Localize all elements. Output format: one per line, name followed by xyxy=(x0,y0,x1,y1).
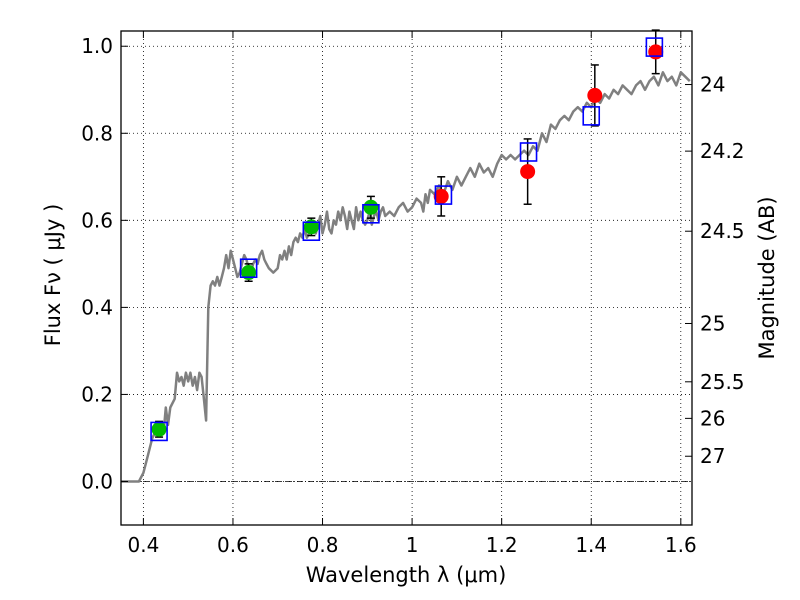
x-tick-label: 0.8 xyxy=(307,533,339,557)
y-axis-label: Flux Fν ( μJy ) xyxy=(41,204,65,347)
circle-marker xyxy=(151,421,167,437)
circle-marker xyxy=(587,87,603,103)
circle-marker xyxy=(648,44,664,60)
square-marker xyxy=(645,37,664,57)
y-tick-label: 0.8 xyxy=(81,121,113,145)
circle-marker xyxy=(241,265,257,281)
x-tick-label: 1.6 xyxy=(665,533,697,557)
x-tick-label: 1.4 xyxy=(575,533,607,557)
circle-marker xyxy=(433,188,449,204)
right-tick-label: 25 xyxy=(700,311,725,335)
data-markers xyxy=(150,37,664,442)
plot-frame xyxy=(120,30,693,526)
square-marker xyxy=(150,421,168,442)
circle-marker xyxy=(303,219,319,235)
square-marker xyxy=(434,185,453,205)
right-tick-label: 24.2 xyxy=(700,139,745,163)
x-tick-label: 0.4 xyxy=(127,533,159,557)
square-marker xyxy=(519,142,538,162)
y-tick-label: 1.0 xyxy=(81,34,113,58)
x-axis-label: Wavelength λ (μm) xyxy=(306,563,507,587)
right-axis-label: Magnitude (AB) xyxy=(755,196,779,359)
x-tick-label: 1 xyxy=(406,533,419,557)
y-tick-label: 0.2 xyxy=(81,382,113,406)
error-bars xyxy=(155,29,660,438)
right-tick-label: 27 xyxy=(700,444,725,468)
x-tick-label: 1.2 xyxy=(486,533,518,557)
axis-ticks: 0.4 0.6 0.8 1 1.2 1.4 1.6 0.0 0.2 0.4 0.6 0.8 1.0 24 2… xyxy=(81,31,745,557)
y-tick-label: 0.4 xyxy=(81,295,113,319)
right-tick-label: 24 xyxy=(700,73,725,97)
y-tick-label: 0.6 xyxy=(81,208,113,232)
square-marker xyxy=(362,204,380,224)
y-tick-label: 0.0 xyxy=(81,469,113,493)
x-tick-label: 0.6 xyxy=(217,533,249,557)
model-spectrum xyxy=(121,71,691,483)
right-tick-label: 24.5 xyxy=(700,219,745,243)
circle-marker xyxy=(520,164,536,180)
circle-marker xyxy=(363,199,379,215)
grid-lines xyxy=(121,31,692,525)
square-marker xyxy=(582,106,601,126)
square-marker xyxy=(239,258,258,279)
right-tick-label: 26 xyxy=(700,406,725,430)
right-tick-label: 25.5 xyxy=(700,370,745,394)
spectrum-line xyxy=(121,71,691,483)
square-marker xyxy=(302,221,321,242)
